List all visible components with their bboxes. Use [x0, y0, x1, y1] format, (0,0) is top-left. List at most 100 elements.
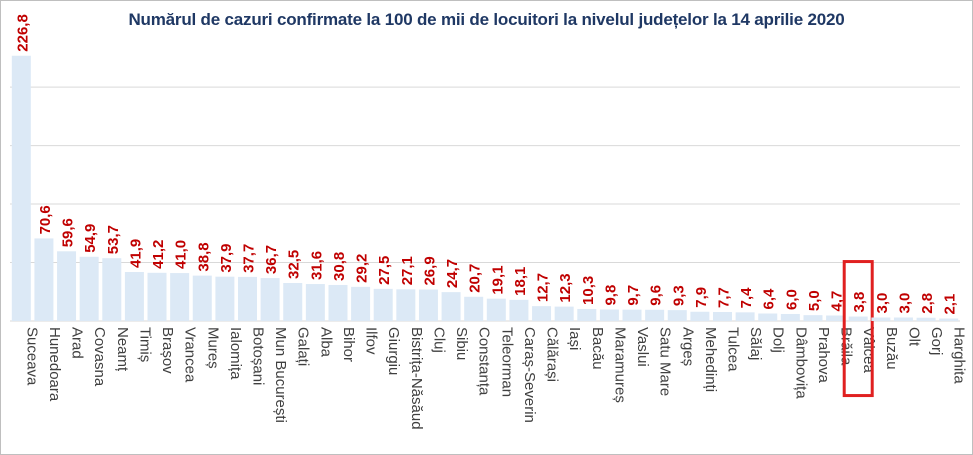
bar	[328, 284, 348, 321]
category-label: Galați	[295, 327, 312, 366]
bar	[102, 258, 122, 321]
category-label: Neamț	[114, 327, 131, 372]
data-label: 37,9	[218, 243, 235, 272]
bar	[599, 309, 619, 321]
highlight-box	[842, 260, 874, 398]
bar	[373, 288, 393, 321]
bar	[170, 273, 190, 321]
category-label: Brașov	[159, 327, 176, 374]
data-label: 9,8	[602, 285, 619, 306]
bar	[486, 298, 506, 321]
data-label: 41,9	[127, 239, 144, 268]
bar	[79, 256, 99, 321]
data-label: 38,8	[195, 242, 212, 271]
bar	[713, 311, 732, 321]
category-label: Vâlcea	[860, 327, 877, 374]
category-label: Mun București	[272, 327, 289, 423]
bar	[238, 276, 257, 321]
data-label: 18,1	[512, 267, 529, 296]
data-label: 29,2	[354, 254, 371, 283]
category-label: Tulcea	[725, 327, 742, 372]
data-label: 19,1	[489, 265, 506, 294]
chart-title: Numărul de cazuri confirmate la 100 de m…	[128, 10, 845, 29]
data-label: 3,0	[874, 293, 891, 314]
bar	[532, 306, 552, 321]
category-label: Gorj	[928, 327, 945, 355]
category-label: Giurgiu	[385, 327, 402, 375]
category-label: Sălaj	[747, 327, 764, 360]
category-label: Harghita	[951, 327, 968, 384]
category-label: Buzău	[883, 327, 900, 370]
data-label: 6,4	[761, 288, 778, 310]
data-label: 7,4	[738, 287, 755, 309]
category-label: Hunedoara	[46, 327, 63, 402]
bar	[554, 306, 574, 321]
bar	[690, 311, 710, 321]
data-label: 59,6	[60, 218, 77, 247]
bar	[147, 272, 167, 321]
bar	[260, 278, 280, 321]
category-label: Brăila	[838, 327, 855, 366]
data-label: 3,0	[896, 293, 913, 314]
bar	[893, 317, 913, 321]
category-label: Caraș-Severin	[521, 327, 538, 423]
category-label: Alba	[317, 327, 334, 358]
data-label: 9,7	[625, 285, 642, 306]
bar	[735, 312, 755, 321]
data-label: 2,1	[942, 294, 959, 315]
bar	[645, 309, 665, 321]
data-label: 27,5	[376, 256, 393, 285]
data-label: 32,5	[286, 250, 303, 279]
bar	[283, 282, 303, 321]
data-label: 12,3	[557, 273, 574, 302]
data-label: 26,9	[421, 256, 438, 285]
data-label: 24,7	[444, 259, 461, 288]
category-label: Olt	[905, 327, 922, 347]
bar	[11, 55, 31, 321]
bar	[418, 289, 438, 321]
category-label: Argeș	[679, 327, 696, 366]
category-label: Bihor	[340, 327, 357, 362]
category-label: Satu Mare	[657, 327, 674, 396]
category-label: Vrancea	[182, 327, 199, 383]
category-label: Ialomița	[227, 327, 244, 380]
category-label: Mureș	[204, 327, 221, 369]
category-label: Arad	[69, 327, 86, 359]
category-label: Ilfov	[363, 327, 380, 355]
category-label: Bacău	[589, 327, 606, 370]
data-label: 7,9	[693, 287, 710, 308]
category-label: Bistrița-Năsăud	[408, 327, 425, 430]
bar	[622, 309, 642, 321]
category-label: Teleorman	[498, 327, 515, 397]
category-label: Mehedinți	[702, 327, 719, 392]
bar	[758, 313, 778, 321]
category-label: Suceava	[23, 327, 40, 386]
data-label: 6,0	[783, 289, 800, 310]
bar	[34, 238, 54, 321]
bar	[577, 308, 597, 321]
category-label: Cluj	[430, 327, 447, 353]
category-label: Vaslui	[634, 327, 651, 367]
data-label: 41,2	[150, 240, 167, 269]
data-label: 31,6	[308, 251, 325, 280]
bar	[124, 271, 144, 321]
data-label: 36,7	[263, 245, 280, 274]
category-label: Prahova	[815, 327, 832, 384]
category-label: Constanța	[476, 327, 493, 396]
data-label: 70,6	[37, 205, 54, 234]
category-label: Covasna	[91, 327, 108, 387]
bar	[939, 318, 959, 321]
data-label: 9,3	[670, 285, 687, 306]
category-label: Călărași	[544, 327, 561, 382]
data-label: 3,8	[851, 292, 868, 313]
category-label: Dâmbovița	[792, 327, 809, 399]
category-label: Timiș	[136, 327, 153, 362]
data-label: 4,7	[829, 291, 846, 312]
category-label: Botoșani	[250, 327, 267, 385]
bar	[305, 284, 325, 321]
bar	[848, 316, 868, 321]
bar	[441, 292, 461, 321]
bar	[509, 299, 529, 321]
bar	[396, 289, 416, 321]
category-label: Iași	[566, 327, 583, 350]
